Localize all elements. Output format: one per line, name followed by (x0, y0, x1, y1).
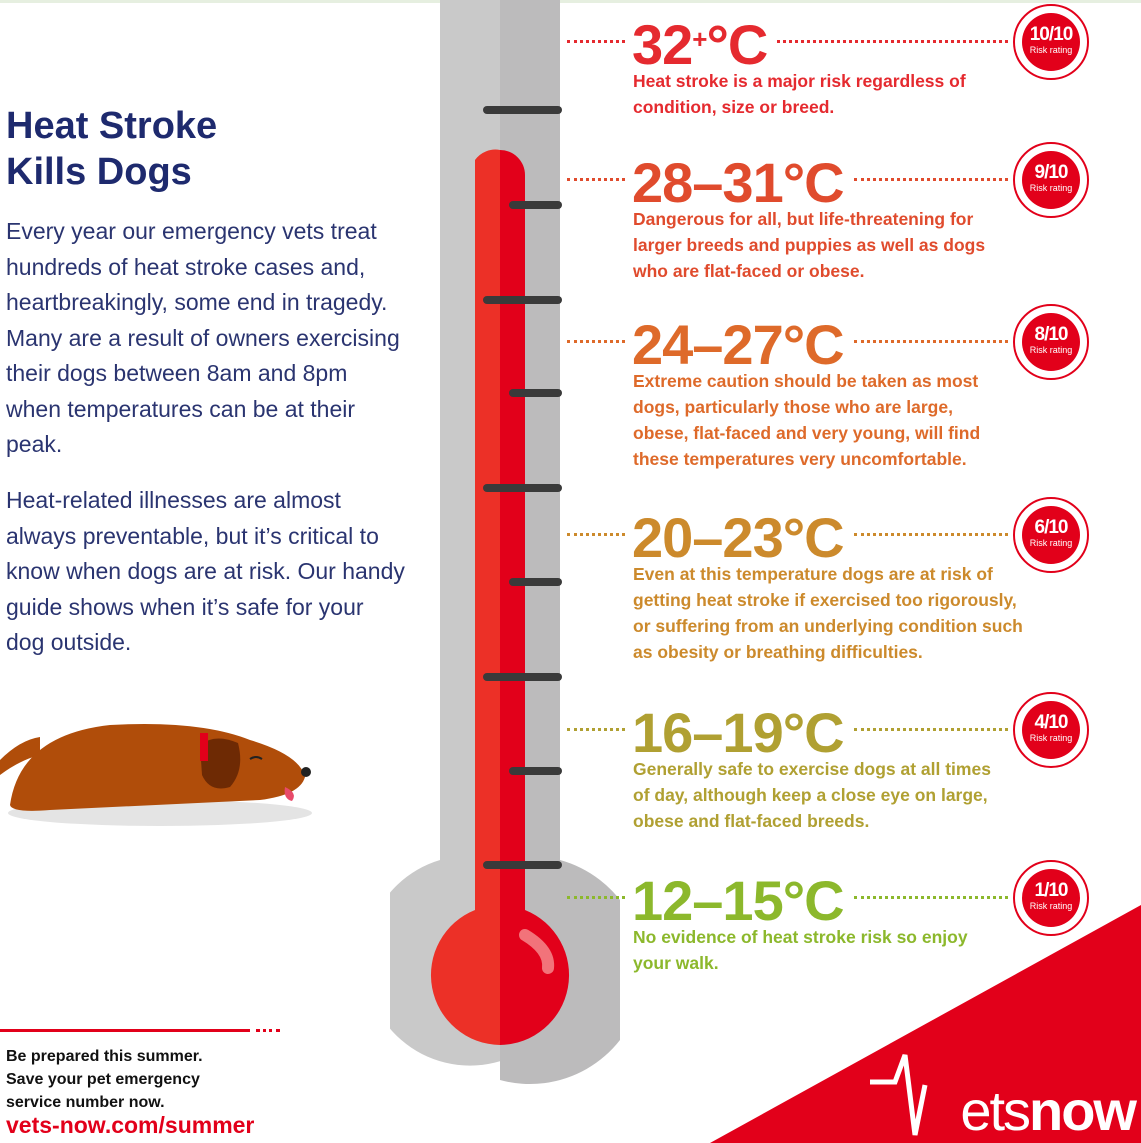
risk-rating-value: 6/10 (1034, 517, 1069, 538)
risk-description: Dangerous for all, but life-threatening … (633, 209, 986, 281)
risk-rating-badge: 9/10 Risk rating (1013, 142, 1089, 218)
risk-rating-badge: 1/10 Risk rating (1013, 860, 1089, 936)
intro-paragraph-2: Heat-related illnesses are almost always… (6, 487, 405, 655)
risk-rating-badge: 10/10 Risk rating (1013, 4, 1089, 80)
dog-illustration (0, 724, 312, 826)
risk-description: Extreme caution should be taken as most … (633, 371, 981, 469)
thermometer-icon (390, 0, 620, 1084)
temperature-range: 28–31°C (632, 151, 845, 214)
temperature-range: 32+°C (632, 13, 768, 76)
risk-rating-badge: 4/10 Risk rating (1013, 692, 1089, 768)
footer-text: Be prepared this summer. Save your pet e… (6, 1048, 203, 1111)
risk-rating-value: 1/10 (1034, 880, 1069, 901)
risk-rating-value: 8/10 (1034, 324, 1069, 345)
dotted-leader-right (854, 533, 1008, 536)
dotted-leader (567, 178, 625, 181)
top-border (0, 0, 1141, 3)
risk-rating-label: Risk rating (1029, 183, 1073, 193)
risk-rating-value: 9/10 (1034, 162, 1069, 183)
dotted-leader-right (777, 40, 1008, 43)
dotted-leader (567, 40, 625, 43)
temperature-range: 20–23°C (632, 506, 845, 569)
dotted-leader-right (854, 178, 1008, 181)
dotted-leader (567, 340, 625, 343)
vetsnow-logo: etsnow (960, 1079, 1137, 1142)
risk-rating-badge: 8/10 Risk rating (1013, 304, 1089, 380)
temperature-range: 24–27°C (632, 313, 845, 376)
page-title: Heat Stroke Kills Dogs (6, 105, 218, 193)
dotted-leader-right (854, 340, 1008, 343)
risk-rating-value: 4/10 (1034, 712, 1069, 733)
intro-paragraph-1: Every year our emergency vets treat hund… (6, 218, 400, 457)
footer-divider-dots (256, 1029, 280, 1032)
risk-rating-label: Risk rating (1029, 345, 1073, 355)
risk-rating-label: Risk rating (1029, 901, 1073, 911)
temperature-range: 12–15°C (632, 869, 845, 932)
dotted-leader (567, 533, 625, 536)
risk-rating-label: Risk rating (1029, 733, 1073, 743)
footer-divider (0, 1029, 250, 1032)
risk-description: Even at this temperature dogs are at ris… (633, 564, 1023, 662)
risk-description: Generally safe to exercise dogs at all t… (633, 759, 991, 831)
risk-description: Heat stroke is a major risk regardless o… (633, 71, 966, 117)
risk-rating-badge: 6/10 Risk rating (1013, 497, 1089, 573)
risk-rating-value: 10/10 (1029, 24, 1074, 45)
risk-rating-label: Risk rating (1029, 45, 1073, 55)
dotted-leader (567, 728, 625, 731)
risk-rating-label: Risk rating (1029, 538, 1073, 548)
dotted-leader-right (854, 896, 1008, 899)
dotted-leader-right (854, 728, 1008, 731)
risk-description: No evidence of heat stroke risk so enjoy… (633, 927, 968, 973)
temperature-range: 16–19°C (632, 701, 845, 764)
footer-url-link[interactable]: vets-now.com/summer (6, 1112, 255, 1138)
dotted-leader (567, 896, 625, 899)
